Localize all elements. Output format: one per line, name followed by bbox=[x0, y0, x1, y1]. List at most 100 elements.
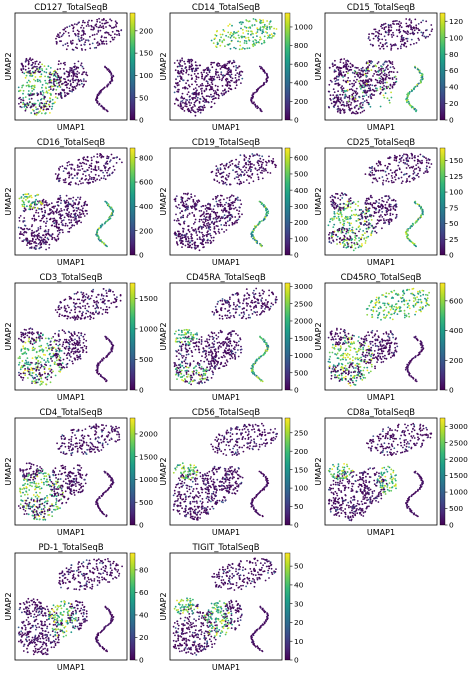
cell-point bbox=[173, 85, 176, 88]
cell-point bbox=[35, 106, 37, 108]
cell-point bbox=[31, 202, 33, 205]
cell-point bbox=[377, 39, 380, 42]
cell-point bbox=[336, 82, 338, 85]
cell-point bbox=[371, 196, 373, 199]
cell-point bbox=[260, 42, 263, 45]
cell-point bbox=[230, 79, 232, 82]
cell-point bbox=[64, 61, 66, 64]
cell-point bbox=[256, 173, 259, 176]
cell-point bbox=[49, 71, 52, 74]
cell-point bbox=[37, 227, 40, 229]
cell-point bbox=[393, 44, 395, 47]
cell-point bbox=[210, 93, 212, 96]
cell-point bbox=[428, 166, 431, 169]
cell-point bbox=[380, 81, 383, 83]
cell-point bbox=[84, 200, 87, 203]
cell-point bbox=[253, 164, 255, 166]
cell-point bbox=[209, 203, 211, 206]
cell-point bbox=[39, 225, 42, 228]
cell-point bbox=[347, 245, 350, 248]
cell-point bbox=[398, 154, 401, 157]
cell-point bbox=[233, 46, 236, 49]
cell-point bbox=[52, 85, 55, 88]
cell-point bbox=[59, 196, 62, 199]
colorbar-tick-label: 100 bbox=[449, 188, 463, 197]
cell-point bbox=[219, 173, 222, 175]
cell-point bbox=[228, 224, 231, 227]
cell-point bbox=[74, 221, 77, 224]
cell-point bbox=[71, 205, 74, 208]
cell-point bbox=[27, 60, 30, 63]
cell-point bbox=[103, 164, 105, 167]
cell-point bbox=[383, 61, 386, 64]
cell-point bbox=[79, 307, 82, 309]
cell-point bbox=[342, 62, 345, 64]
cell-point bbox=[350, 239, 353, 242]
cell-point bbox=[388, 196, 391, 199]
cell-point bbox=[203, 90, 206, 93]
cell-point bbox=[227, 67, 230, 69]
cell-point bbox=[35, 218, 38, 221]
cell-point bbox=[360, 84, 362, 87]
cell-point bbox=[351, 226, 354, 229]
cell-point bbox=[51, 206, 54, 209]
cell-point bbox=[418, 205, 421, 208]
cell-point bbox=[83, 170, 86, 173]
cell-point bbox=[265, 81, 268, 83]
cell-point bbox=[375, 169, 378, 172]
cell-point bbox=[361, 110, 364, 113]
cell-point bbox=[224, 66, 227, 69]
cell-point bbox=[405, 32, 408, 35]
cell-point bbox=[269, 28, 271, 30]
cell-point bbox=[393, 157, 396, 159]
cell-point bbox=[66, 304, 69, 307]
cell-point bbox=[347, 243, 349, 246]
cell-point bbox=[237, 176, 239, 179]
cell-point bbox=[364, 91, 367, 94]
cell-point bbox=[380, 68, 382, 71]
cell-point bbox=[68, 171, 70, 174]
cell-point bbox=[205, 210, 208, 212]
cell-point bbox=[217, 216, 220, 219]
cell-point bbox=[209, 214, 211, 216]
cell-point bbox=[243, 159, 246, 162]
cell-point bbox=[340, 214, 343, 216]
cell-point bbox=[393, 171, 396, 174]
cell-point bbox=[349, 206, 352, 209]
cell-point bbox=[205, 227, 208, 229]
cell-point bbox=[186, 79, 189, 82]
cell-point bbox=[204, 101, 206, 103]
cell-point bbox=[258, 168, 260, 171]
cell-point bbox=[401, 180, 404, 183]
cell-point bbox=[351, 95, 353, 98]
cell-point bbox=[78, 39, 81, 42]
cell-point bbox=[186, 216, 189, 218]
cell-point bbox=[221, 65, 224, 67]
cell-point bbox=[233, 177, 236, 180]
cell-point bbox=[81, 30, 84, 32]
cell-point bbox=[114, 33, 116, 35]
cell-point bbox=[66, 199, 68, 202]
cell-point bbox=[328, 66, 331, 69]
cell-point bbox=[226, 78, 229, 80]
cell-point bbox=[417, 166, 420, 169]
cell-point bbox=[385, 26, 387, 28]
cell-point bbox=[61, 314, 63, 317]
cell-point bbox=[370, 78, 372, 81]
cell-point bbox=[56, 311, 59, 314]
cell-point bbox=[388, 77, 391, 80]
cell-point bbox=[200, 205, 203, 208]
cell-point bbox=[28, 94, 31, 97]
cell-point bbox=[334, 103, 337, 105]
cell-point bbox=[355, 72, 358, 74]
cell-point bbox=[382, 200, 385, 203]
cell-point bbox=[64, 43, 67, 46]
cell-point bbox=[47, 230, 50, 233]
cell-point bbox=[227, 211, 230, 213]
cell-point bbox=[47, 65, 50, 68]
cell-point bbox=[333, 207, 336, 210]
cell-point bbox=[70, 213, 73, 215]
cell-point bbox=[343, 74, 346, 77]
cell-point bbox=[49, 218, 52, 221]
cell-point bbox=[27, 84, 30, 87]
